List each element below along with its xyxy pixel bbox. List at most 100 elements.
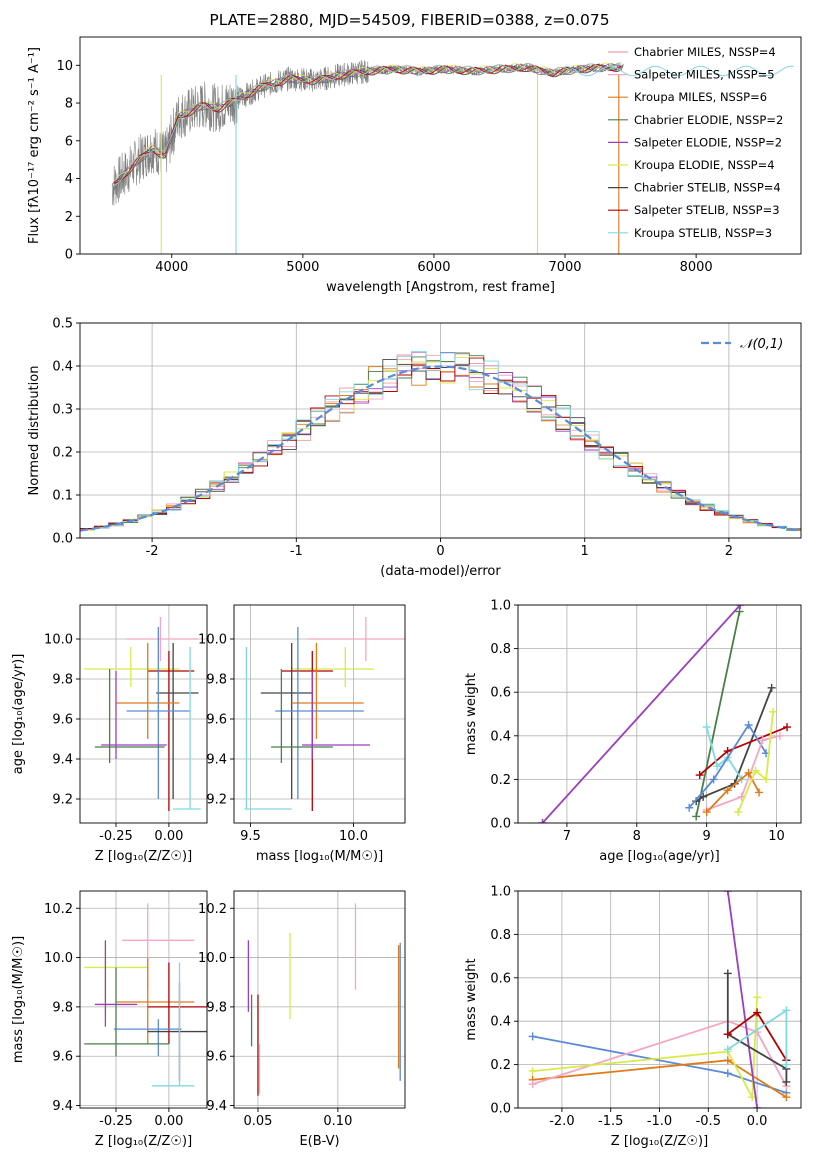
legend-entry: Chabrier ELODIE, NSSP=2 [634, 113, 783, 127]
x-tick-label: -2 [146, 544, 159, 559]
age-vs-mass-axes: 9.5 10.0 9.2 9.4 9.6 9.8 10.0 mass [log₁₀(M/M☉)… [198, 604, 406, 864]
weight-marker [753, 1104, 762, 1108]
x-axis-label: E(B-V) [299, 1134, 339, 1149]
x-tick-label: 0.00 [154, 1114, 183, 1129]
legend-entry: Kroupa MILES, NSSP=6 [634, 90, 767, 104]
age-vs-Z-axes: -0.25 0.00 9.2 9.4 9.6 9.8 10.0 Z [log₁₀(Z/Z☉)]… [11, 604, 208, 864]
y-tick-label: 0.5 [52, 317, 73, 332]
figure-title: PLATE=2880, MJD=54509, FIBERID=0388, z=0… [209, 11, 610, 29]
weight-marker [702, 808, 711, 817]
mass-vs-Z-axes: -0.25 0.00 9.4 9.6 9.8 10.0 10.2 Z [log₁₀(Z/Z☉)… [11, 890, 208, 1149]
age-vs-Z-frame [79, 604, 208, 824]
y-tick-label: 0.4 [52, 360, 73, 375]
spectrum-plot-area [111, 59, 794, 254]
mass-vs-ebv-plot-area [247, 903, 401, 1096]
age-vs-mass-plot-area [244, 617, 405, 811]
weight-line [532, 1020, 788, 1087]
x-axis-label: Z [log₁₀(Z/Z☉)] [95, 1134, 192, 1149]
x-tick-label: -0.25 [99, 1114, 133, 1129]
x-tick-label: 9 [703, 829, 711, 844]
x-tick-label: 1 [581, 544, 589, 559]
x-axis-label: wavelength [Angstrom, rest frame] [326, 280, 555, 295]
y-tick-label: 0.6 [490, 971, 511, 986]
model-spectrum-line [113, 62, 622, 187]
y-tick-label: 10.0 [44, 951, 73, 966]
y-tick-label: 0.0 [52, 532, 73, 547]
y-tick-label: 8 [65, 97, 73, 112]
weight-vs-age-frame [517, 604, 802, 824]
y-tick-label: 9.6 [206, 1050, 227, 1065]
legend-entry: Kroupa ELODIE, NSSP=4 [634, 158, 775, 172]
legend-entry: Kroupa STELIB, NSSP=3 [634, 226, 772, 240]
y-axis-label: age [log₁₀(age/yr)] [11, 654, 26, 775]
x-tick-label: 0.0 [747, 1114, 768, 1129]
y-tick-label: 0 [65, 248, 73, 263]
x-tick-label: 4000 [155, 260, 188, 275]
y-tick-label: 9.8 [52, 673, 73, 688]
y-tick-label: 9.8 [206, 1000, 227, 1015]
spectrum-axes: 4000 5000 6000 7000 8000 0 2 4 6 8 10 wavelength [A… [27, 36, 802, 295]
x-tick-label: 0.05 [243, 1114, 272, 1129]
weight-marker [782, 1093, 791, 1102]
y-tick-label: 9.8 [206, 673, 227, 688]
weight-vs-age-axes: 7 8 9 10 0.0 0.2 0.4 0.6 0.8 1.0 age [log₁₀(age/yr… [464, 599, 802, 864]
weight-marker [734, 808, 743, 817]
weight-marker [783, 723, 792, 732]
y-tick-label: 1.0 [490, 599, 511, 614]
y-tick-label: 0.4 [490, 729, 511, 744]
mass-vs-Z-plot-area [84, 903, 207, 1087]
x-tick-label: 0 [436, 544, 444, 559]
x-tick-label: 8 [633, 829, 641, 844]
legend-entry: Chabrier STELIB, NSSP=4 [634, 181, 781, 195]
weight-marker [769, 707, 778, 716]
y-tick-label: 0.8 [490, 642, 511, 657]
weight-line [695, 687, 773, 802]
mass-vs-Z-frame [79, 890, 208, 1109]
x-tick-label: 2 [725, 544, 733, 559]
y-tick-label: 9.4 [206, 1099, 227, 1114]
weight-marker [753, 1008, 762, 1017]
weight-marker [709, 775, 718, 784]
age-vs-mass-frame [233, 604, 406, 824]
weight-marker [782, 1077, 791, 1086]
x-tick-label: 6000 [417, 260, 450, 275]
residuals-axes: -2 -1 0 1 2 0.0 0.1 0.2 0.3 0.4 0.5 (data-model)/er… [27, 317, 802, 579]
weight-marker [685, 803, 694, 812]
y-tick-label: 9.4 [52, 753, 73, 768]
weight-marker [723, 891, 732, 895]
y-tick-label: 0.4 [490, 1015, 511, 1030]
legend-entry: Chabrier MILES, NSSP=4 [634, 45, 776, 59]
weight-marker [735, 607, 744, 616]
weight-line [541, 605, 741, 823]
x-axis-label: Z [log₁₀(Z/Z☉)] [95, 849, 192, 864]
y-tick-label: 9.2 [206, 793, 227, 808]
y-tick-label: 0.2 [490, 773, 511, 788]
y-axis-label: mass [log₁₀(M/M☉)] [11, 936, 26, 1063]
weight-line [532, 997, 758, 1101]
x-tick-label: -1.5 [598, 1114, 623, 1129]
spectrum-legend: Chabrier MILES, NSSP=4 Salpeter MILES, NS… [608, 45, 783, 240]
weight-marker [782, 1006, 791, 1015]
y-tick-label: 9.2 [52, 793, 73, 808]
x-tick-label: -0.5 [696, 1114, 721, 1129]
y-axis-label: mass weight [464, 673, 479, 755]
y-tick-label: 10 [56, 59, 73, 74]
y-tick-label: 0.2 [52, 446, 73, 461]
weight-marker [528, 1032, 537, 1041]
weight-vs-age-plot-area [538, 605, 792, 823]
weight-line [705, 726, 743, 780]
weight-vs-Z-plot-area [528, 891, 791, 1108]
weight-line [726, 891, 758, 1108]
spectrum-frame [79, 36, 802, 255]
weight-line [706, 734, 781, 811]
y-tick-label: 6 [65, 134, 73, 149]
y-tick-label: 0.2 [490, 1058, 511, 1073]
weight-marker [713, 762, 722, 771]
x-tick-label: 10.0 [339, 829, 368, 844]
x-axis-label: mass [log₁₀(M/M☉)] [256, 849, 383, 864]
weight-marker [723, 1045, 732, 1054]
y-tick-label: 0.0 [490, 817, 511, 832]
y-axis-label: Flux [fλ10⁻¹⁷ erg cm⁻² s⁻¹ A⁻¹] [27, 47, 42, 244]
y-tick-label: 10.0 [44, 633, 73, 648]
